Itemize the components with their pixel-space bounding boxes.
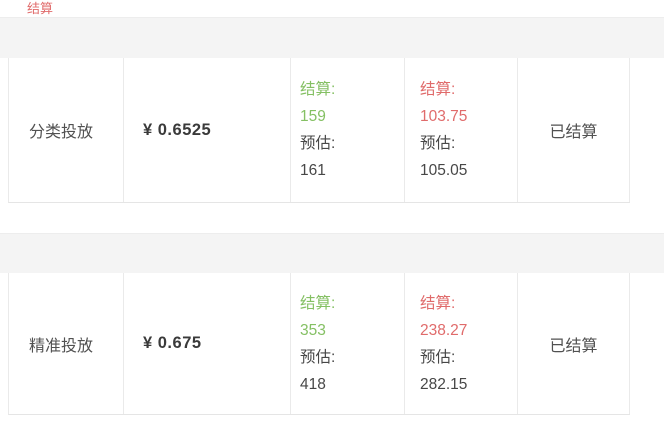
settle-count-label: 结算: xyxy=(300,294,336,312)
cell-unit-price: ¥ 0.6525 xyxy=(124,58,291,202)
estimate-count-label: 预估: xyxy=(300,348,336,366)
settle-amount-value: 103.75 xyxy=(420,108,468,125)
plan-name-text: 分类投放 xyxy=(29,124,94,141)
estimate-amount-value: 105.05 xyxy=(420,162,468,179)
unit-price-text: ¥ 0.675 xyxy=(143,334,202,352)
settle-count-value: 353 xyxy=(300,321,326,339)
settle-amount-label: 结算: xyxy=(420,81,456,98)
status-badge: 已结算 xyxy=(549,124,598,141)
settle-count-label: 结算: xyxy=(300,81,336,98)
cell-status: 已结算 xyxy=(518,273,630,414)
cell-plan-name: 分类投放 xyxy=(9,58,124,202)
cell-settle-amount: 结算: 238.27 预估: 282.15 xyxy=(405,273,518,414)
estimate-amount-value: 282.15 xyxy=(420,375,468,393)
settle-amount-value: 238.27 xyxy=(420,321,468,339)
estimate-amount-label: 预估: xyxy=(420,135,456,152)
settle-amount-label: 结算: xyxy=(420,294,456,312)
table-header-band-1 xyxy=(0,17,664,58)
cell-unit-price: ¥ 0.675 xyxy=(124,273,291,414)
table-row: 分类投放 ¥ 0.6525 结算: 159 预估: 161 结算: 103.75… xyxy=(8,58,630,203)
stray-settle-fragment: 结算 xyxy=(27,1,54,16)
cell-settle-count: 结算: 353 预估: 418 xyxy=(291,273,405,414)
settle-count-value: 159 xyxy=(300,108,326,125)
unit-price-text: ¥ 0.6525 xyxy=(143,120,212,139)
estimate-count-value: 161 xyxy=(300,162,326,179)
status-badge: 已结算 xyxy=(549,337,598,355)
cell-status: 已结算 xyxy=(518,58,630,202)
cell-plan-name: 精准投放 xyxy=(9,273,124,414)
estimate-count-value: 418 xyxy=(300,375,326,393)
plan-name-text: 精准投放 xyxy=(29,337,94,355)
cell-settle-amount: 结算: 103.75 预估: 105.05 xyxy=(405,58,518,202)
estimate-amount-label: 预估: xyxy=(420,348,456,366)
cell-settle-count: 结算: 159 预估: 161 xyxy=(291,58,405,202)
table-row: 精准投放 ¥ 0.675 结算: 353 预估: 418 结算: 238.27 … xyxy=(8,273,630,415)
estimate-count-label: 预估: xyxy=(300,135,336,152)
table-header-band-2 xyxy=(0,233,664,273)
